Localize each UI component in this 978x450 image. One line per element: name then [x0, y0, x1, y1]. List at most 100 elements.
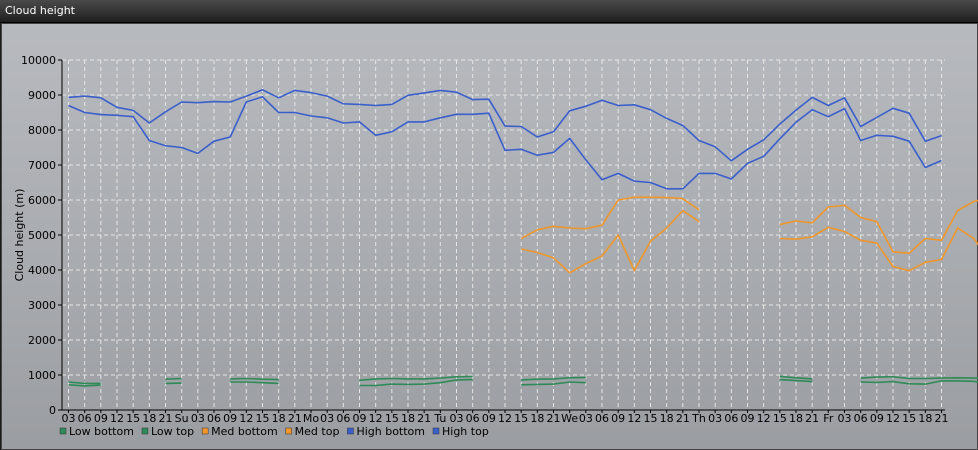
x-tick-label: 15 — [256, 412, 270, 425]
series-line-med-top — [520, 196, 700, 240]
legend-label-med-bottom[interactable]: Med bottom — [211, 425, 278, 438]
legend-label-low-bottom[interactable]: Low bottom — [69, 425, 134, 438]
x-tick-label: 09 — [482, 412, 496, 425]
x-tick-label: 03 — [838, 412, 852, 425]
x-tick-label: 09 — [741, 412, 755, 425]
y-tick-label: 3000 — [28, 299, 56, 312]
x-tick-label: 03 — [450, 412, 464, 425]
series-line-low-top — [165, 377, 182, 380]
x-tick-label: 15 — [902, 412, 916, 425]
series-line-low-top — [68, 381, 101, 385]
x-tick-label: 06 — [854, 412, 868, 425]
x-tick-label: 06 — [207, 412, 221, 425]
x-tick-label: 06 — [595, 412, 609, 425]
x-tick-label: 18 — [401, 412, 415, 425]
x-tick-label: 03 — [320, 412, 334, 425]
series-line-med-bottom — [521, 209, 700, 274]
x-tick-label: 15 — [385, 412, 399, 425]
series-line-med-bottom — [779, 226, 978, 272]
series-line-low-bottom — [779, 378, 813, 383]
legend-swatch-med-top[interactable] — [285, 427, 292, 435]
series-line-low-top — [860, 375, 978, 380]
series-lines — [68, 89, 978, 387]
x-tick-label: 21 — [417, 412, 431, 425]
series-line-low-bottom — [521, 381, 586, 386]
x-tick-label: Fr — [823, 412, 834, 425]
legend-swatch-high-bottom[interactable] — [347, 427, 354, 435]
title-bar: Cloud height — [0, 0, 978, 23]
x-tick-label: 03 — [579, 412, 593, 425]
y-tick-label: 6000 — [28, 194, 56, 207]
legend-swatch-med-bottom[interactable] — [201, 427, 209, 435]
legend-swatch-low-bottom[interactable] — [59, 427, 67, 435]
x-tick-label: 03 — [191, 412, 205, 425]
x-tick-label: 21 — [676, 412, 690, 425]
y-tick-label: 10000 — [21, 54, 56, 67]
series-line-low-bottom — [860, 380, 978, 385]
legend-label-low-top[interactable]: Low top — [151, 425, 194, 438]
y-tick-label: 0 — [49, 404, 56, 417]
x-tick-label: 03 — [62, 412, 76, 425]
x-tick-label: 12 — [757, 412, 771, 425]
y-axis-label: Cloud height (m) — [13, 189, 26, 282]
x-tick-label: 09 — [870, 412, 884, 425]
x-tick-label: Th — [691, 412, 706, 425]
x-tick-label: 09 — [223, 412, 237, 425]
x-tick-label: Tu — [433, 412, 446, 425]
series-line-med-top — [779, 199, 978, 254]
series-line-low-bottom — [68, 384, 101, 387]
x-tick-label: 21 — [547, 412, 561, 425]
series-line-low-top — [521, 376, 586, 381]
x-tick-label: 15 — [773, 412, 787, 425]
x-tick-label: 21 — [935, 412, 949, 425]
x-tick-label: 15 — [514, 412, 528, 425]
x-tick-label: 15 — [126, 412, 140, 425]
x-tick-label: Mo — [303, 412, 319, 425]
x-tick-label: 21 — [159, 412, 173, 425]
x-tick-label: 18 — [530, 412, 544, 425]
x-tick-label: 09 — [611, 412, 625, 425]
x-tick-label: 12 — [627, 412, 641, 425]
window-title: Cloud height — [5, 4, 75, 17]
x-tick-label: 18 — [142, 412, 156, 425]
x-tick-label: 12 — [886, 412, 900, 425]
x-tick-label: 12 — [110, 412, 124, 425]
grid-lines — [62, 59, 945, 410]
x-tick-label: 12 — [498, 412, 512, 425]
x-tick-label: 06 — [336, 412, 350, 425]
chart-panel — [1, 23, 978, 450]
x-tick-label: 12 — [239, 412, 253, 425]
legend[interactable]: Low bottom Low top Med bottom Med top High b… — [59, 425, 489, 438]
x-tick-label: 18 — [660, 412, 674, 425]
x-tick-label: 06 — [724, 412, 738, 425]
x-tick-label: 18 — [918, 412, 932, 425]
series-line-high-bottom — [68, 96, 942, 190]
legend-label-high-bottom[interactable]: High bottom — [356, 425, 425, 438]
x-tick-label: 12 — [369, 412, 383, 425]
y-tick-label: 7000 — [28, 159, 56, 172]
legend-swatch-high-top[interactable] — [432, 427, 440, 435]
x-tick-label: 09 — [353, 412, 367, 425]
x-tick-label: We — [561, 412, 578, 425]
y-tick-label: 8000 — [28, 124, 56, 137]
series-line-high-top — [68, 89, 942, 162]
x-tick-label: 06 — [78, 412, 92, 425]
legend-label-high-top[interactable]: High top — [442, 425, 489, 438]
y-tick-label: 5000 — [28, 229, 56, 242]
y-axis-ticks: 0 1000 2000 3000 4000 5000 6000 7000 8000 9000 100… — [21, 54, 62, 417]
x-tick-label: 18 — [272, 412, 286, 425]
y-tick-label: 1000 — [28, 369, 56, 382]
series-line-low-top — [359, 375, 473, 382]
x-tick-label: 03 — [708, 412, 722, 425]
legend-label-med-top[interactable]: Med top — [295, 425, 340, 438]
series-line-low-top — [779, 375, 813, 380]
legend-swatch-low-top[interactable] — [141, 427, 149, 435]
x-tick-label: 15 — [644, 412, 658, 425]
x-tick-label: 09 — [94, 412, 108, 425]
y-tick-label: 2000 — [28, 334, 56, 347]
x-tick-label: 21 — [805, 412, 819, 425]
y-tick-label: 9000 — [28, 89, 56, 102]
x-tick-label: 21 — [288, 412, 302, 425]
